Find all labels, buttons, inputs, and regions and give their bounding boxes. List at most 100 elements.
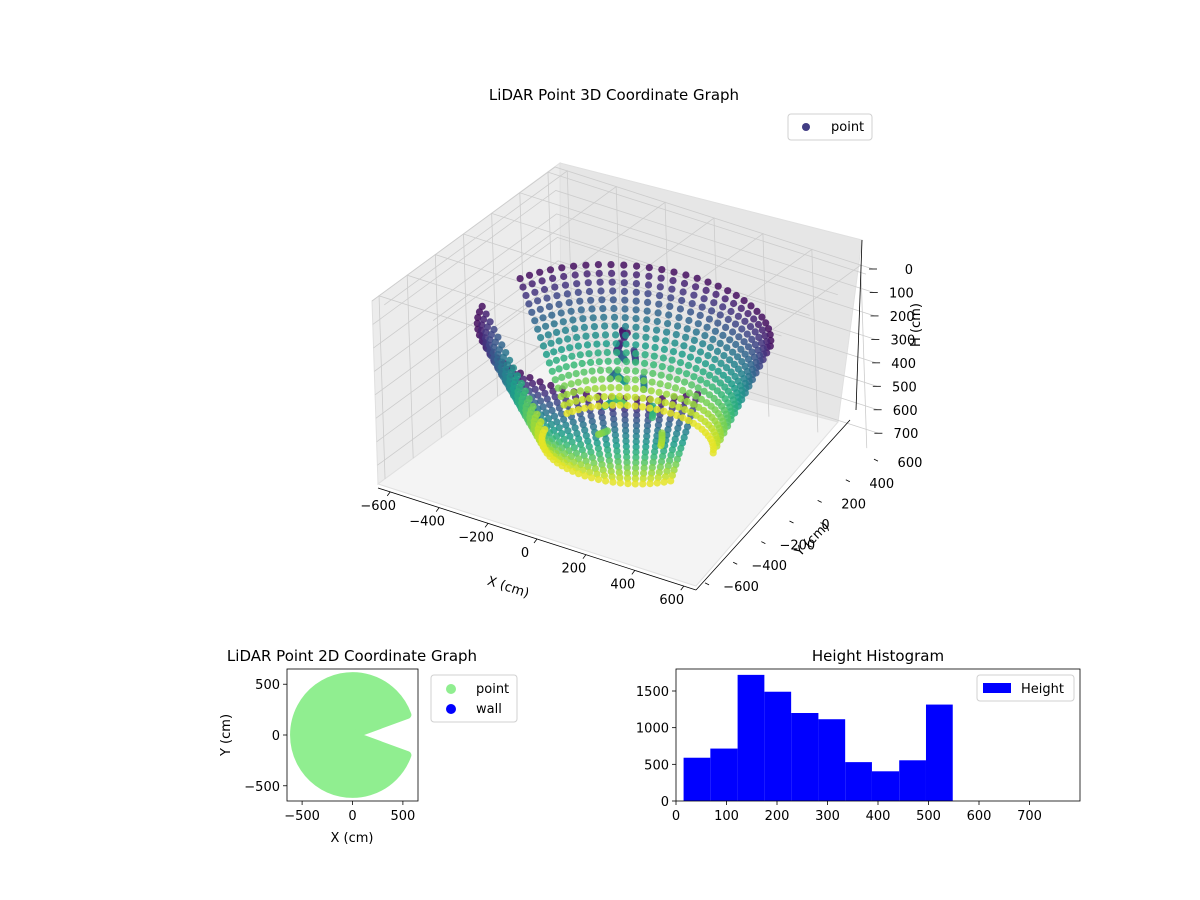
chart-3d-z-tick-label: 200: [890, 310, 915, 325]
chart-3d-point: [593, 439, 601, 447]
chart-3d-point: [645, 272, 653, 280]
chart-3d-point: [731, 320, 740, 328]
chart-3d-point: [585, 394, 594, 402]
chart-3d-point: [633, 416, 641, 424]
chart-3d-z-tick-label: 0: [905, 263, 913, 278]
chart-3d-point: [632, 443, 640, 451]
chart-3d-point: [582, 261, 590, 269]
chart-3d-point: [519, 283, 527, 291]
chart-3d-z-tick-label: 300: [890, 333, 915, 348]
chart-3d-point: [614, 452, 622, 460]
chart-3d-point: [667, 294, 675, 302]
chart-3d-point: [631, 469, 640, 477]
chart-3d-point: [606, 462, 614, 470]
chart-3d-point: [646, 480, 654, 488]
chart-3d-point: [632, 427, 641, 435]
chart-3d-point: [677, 444, 685, 452]
chart-3d-point: [632, 332, 640, 340]
chart-3d-point: [573, 280, 581, 288]
chart-3d-point: [536, 305, 544, 313]
chart-3d-point: [548, 311, 556, 319]
chart-3d-point: [599, 384, 607, 392]
chart-3d-point: [574, 406, 583, 414]
chart-3d-point: [623, 469, 632, 477]
chart-3d-point: [665, 311, 673, 319]
chart-3d-point: [747, 302, 755, 310]
chart-3d-point: [641, 351, 649, 359]
chart-3d-point: [621, 296, 629, 304]
chart-3d-point: [609, 478, 617, 486]
chart-3d-gridline-z: [371, 166, 874, 302]
chart-3d-point: [663, 390, 671, 398]
chart-3d-point: [536, 378, 544, 386]
chart-2d-point-cloud-shape: [290, 672, 412, 798]
chart-3d-point: [614, 375, 623, 383]
chart-3d-point: [614, 458, 622, 466]
chart-3d-point: [673, 455, 682, 463]
chart-3d-point: [653, 479, 661, 487]
chart-3d-point: [578, 359, 586, 368]
chart-3d-point: [755, 333, 763, 341]
chart-3d-point: [705, 371, 714, 379]
chart-3d-point: [650, 453, 658, 461]
chart-3d-point: [714, 282, 722, 290]
chart-3d-point: [537, 334, 545, 342]
chart-2d-y-ticks: −500 0 500: [244, 678, 287, 795]
chart-3d-point: [547, 381, 555, 390]
chart-3d-point: [682, 428, 690, 436]
chart-3d-point: [528, 379, 537, 388]
chart-3d-point: [700, 295, 708, 303]
chart-3d-point: [594, 444, 603, 453]
chart-3d-point: [591, 385, 599, 393]
chart-3d-point: [683, 397, 691, 405]
chart-3d-point: [758, 326, 766, 334]
chart-3d-point: [647, 395, 655, 403]
chart-3d-point: [670, 392, 678, 400]
chart-3d-point: [601, 331, 610, 339]
chart-histogram-legend: Height: [976, 674, 1075, 702]
chart-3d-point: [550, 412, 559, 420]
chart-3d-point: [599, 305, 607, 313]
chart-3d-point: [557, 309, 565, 317]
chart-3d-point: [703, 323, 711, 331]
chart-3d-point: [696, 348, 705, 356]
chart-3d-point: [562, 363, 570, 371]
chart-3d-point: [730, 360, 739, 368]
chart-3d-y-tick: [789, 520, 794, 524]
chart-3d-point: [661, 473, 670, 481]
chart-3d-point: [502, 349, 510, 357]
chart-3d-point: [672, 331, 680, 339]
chart-3d-point: [596, 278, 604, 286]
chart-histogram-x-tick-label: 500: [916, 809, 941, 824]
chart-3d-point: [744, 310, 752, 318]
chart-3d-point: [553, 418, 561, 426]
chart-3d-point: [596, 450, 604, 458]
chart-3d-point: [694, 384, 702, 392]
chart-3d-point: [543, 395, 551, 403]
chart-3d-point: [684, 416, 692, 424]
chart-2d-legend-label-wall: wall: [476, 702, 502, 717]
chart-3d-point: [651, 343, 659, 352]
chart-3d-point: [702, 286, 710, 294]
chart-3d-point: [572, 370, 580, 378]
chart-3d-point: [743, 330, 751, 338]
chart-3d-point: [668, 446, 677, 454]
chart-3d-y-tick-label: −400: [751, 559, 787, 574]
chart-3d-point: [580, 368, 588, 376]
chart-3d-y-tick: [873, 458, 879, 462]
chart-3d-point: [622, 442, 630, 451]
chart-3d-point: [741, 350, 749, 358]
chart-3d-point: [632, 288, 640, 296]
chart-3d-point: [653, 326, 661, 334]
chart-3d-point: [675, 314, 683, 322]
chart-3d-point: [529, 402, 537, 411]
chart-3d-point: [564, 427, 572, 435]
chart-3d-point: [490, 325, 498, 334]
chart-3d-point: [660, 345, 669, 353]
chart-3d-point: [602, 435, 610, 443]
chart-3d-point: [664, 320, 672, 328]
chart-3d-point: [737, 345, 745, 353]
chart-3d-point: [710, 299, 718, 307]
chart-histogram-bar: [737, 674, 765, 801]
chart-3d-point: [716, 339, 724, 347]
